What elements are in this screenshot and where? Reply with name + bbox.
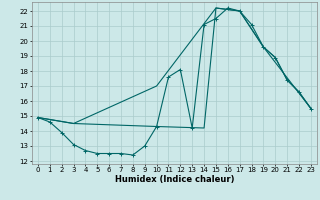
X-axis label: Humidex (Indice chaleur): Humidex (Indice chaleur) — [115, 175, 234, 184]
